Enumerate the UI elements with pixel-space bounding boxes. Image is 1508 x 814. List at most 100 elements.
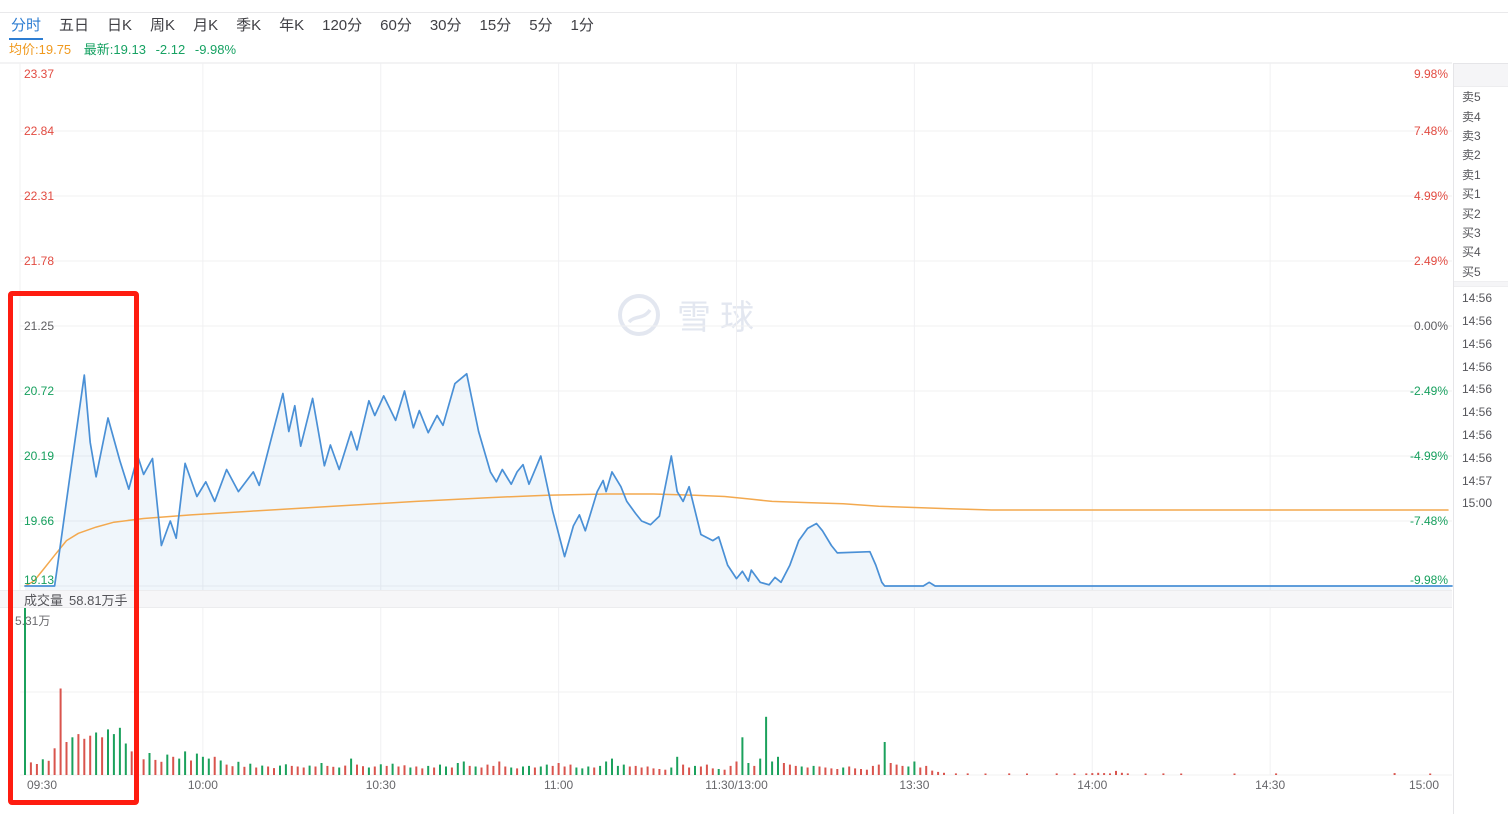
bid-levels: 买1 买2 买3 买4 买5 [1454, 184, 1508, 281]
volume-bar [142, 759, 145, 775]
volume-bar [664, 769, 667, 775]
volume-bar [699, 766, 702, 775]
watermark-text: 雪球 [677, 298, 763, 337]
volume-bar [889, 763, 892, 775]
volume-bar [788, 764, 791, 775]
volume-bar [184, 751, 187, 775]
time-sales-row: 14:56 [1462, 359, 1493, 374]
volume-bar [450, 767, 453, 775]
volume-bar [1144, 773, 1147, 775]
time-axis-label: 14:00 [1077, 778, 1108, 792]
volume-bar [877, 764, 880, 775]
time-sales-row: 14:56 [1462, 450, 1493, 465]
ask-level-3[interactable]: 卖3 [1462, 128, 1481, 143]
volume-bar [166, 754, 169, 775]
time-axis-label: 14:30 [1255, 778, 1286, 792]
tab-daily-k[interactable]: 日K [107, 17, 133, 34]
time-sales-row: 14:56 [1462, 336, 1493, 351]
volume-bar [433, 767, 436, 775]
ask-level-2[interactable]: 卖2 [1462, 148, 1481, 163]
volume-bar [516, 768, 519, 775]
tab-120min[interactable]: 120分 [322, 17, 363, 34]
volume-total-value: 58.81万手 [69, 592, 128, 608]
volume-bar [616, 765, 619, 775]
volume-bar [338, 767, 341, 775]
price-axis-label: 23.37 [24, 67, 55, 81]
tab-quarterly-k[interactable]: 季K [236, 17, 262, 34]
volume-bar [901, 765, 904, 775]
volume-bar [356, 764, 358, 775]
volume-bar [705, 764, 708, 775]
ask-level-1[interactable]: 卖1 [1462, 167, 1481, 182]
volume-bar [622, 764, 625, 775]
price-line [24, 372, 1453, 587]
timeframe-tabs: 分时 五日 日K 周K 月K 季K 年K 120分 60分 30分 15分 5分 1分 [9, 14, 596, 40]
volume-pane-header: 成交量 58.81万手 [0, 590, 1452, 608]
tab-15min[interactable]: 15分 [479, 17, 512, 34]
volume-bar [273, 768, 275, 775]
bid-level-5[interactable]: 买5 [1462, 264, 1481, 279]
volume-bar [860, 769, 862, 775]
ask-level-4[interactable]: 卖4 [1462, 109, 1481, 124]
order-book-header-strip [1454, 64, 1508, 87]
volume-bar [326, 765, 329, 775]
volume-bar [302, 767, 305, 775]
volume-bar [539, 766, 542, 775]
volume-label: 成交量 [24, 592, 64, 608]
tab-60min[interactable]: 60分 [380, 17, 412, 34]
tab-5day[interactable]: 五日 [59, 17, 90, 34]
bid-level-3[interactable]: 买3 [1462, 225, 1481, 240]
tab-30min[interactable]: 30分 [429, 17, 462, 34]
time-sales-row: 14:56 [1462, 314, 1493, 329]
price-axis-label: 22.84 [24, 124, 55, 138]
volume-bar [243, 766, 246, 775]
volume-scale-max-label: 5.31万 [15, 614, 51, 628]
tab-yearly-k[interactable]: 年K [279, 17, 305, 34]
volume-bar [830, 768, 833, 775]
volume-bar [362, 766, 364, 775]
volume-bar [1233, 773, 1236, 775]
volume-bar [753, 765, 756, 775]
volume-bar [332, 766, 335, 775]
volume-bar [350, 758, 353, 775]
avg-price-label: 均价: [9, 42, 39, 57]
volume-bar [658, 769, 661, 775]
volume-bar [1429, 773, 1432, 775]
bid-level-1[interactable]: 买1 [1462, 187, 1481, 202]
volume-bar [421, 768, 424, 775]
volume-bar [415, 766, 418, 775]
order-book-divider-strip [1454, 280, 1508, 287]
volume-bar [931, 770, 934, 775]
volume-bar [261, 765, 264, 775]
top-divider [0, 12, 1508, 13]
percent-axis-label: 0.00% [1413, 319, 1448, 333]
volume-bar [611, 758, 613, 775]
volume-bar [824, 767, 827, 775]
volume-bar [439, 764, 441, 775]
volume-bar [148, 753, 151, 775]
volume-bar [694, 765, 696, 775]
volume-bar [1162, 773, 1165, 775]
last-price-label: 最新: [83, 42, 114, 57]
volume-bar [954, 773, 957, 775]
volume-bar [741, 737, 744, 775]
bid-level-2[interactable]: 买2 [1462, 206, 1481, 221]
tab-weekly-k[interactable]: 周K [150, 17, 176, 34]
ask-level-5[interactable]: 卖5 [1462, 90, 1481, 105]
volume-bar [498, 761, 501, 775]
tab-1min[interactable]: 1分 [570, 17, 594, 34]
volume-bar [445, 766, 447, 775]
bid-level-4[interactable]: 买4 [1462, 245, 1481, 260]
volume-bar [190, 760, 192, 775]
tab-5min[interactable]: 5分 [529, 17, 553, 34]
percent-axis-label: -9.98% [1409, 572, 1448, 587]
volume-bar [777, 756, 779, 775]
volume-bar [794, 765, 797, 775]
tab-monthly-k[interactable]: 月K [193, 17, 219, 34]
volume-bar [528, 765, 530, 775]
volume-bar [249, 763, 252, 775]
tab-intraday[interactable]: 分时 [9, 14, 44, 40]
volume-bar [836, 769, 839, 775]
